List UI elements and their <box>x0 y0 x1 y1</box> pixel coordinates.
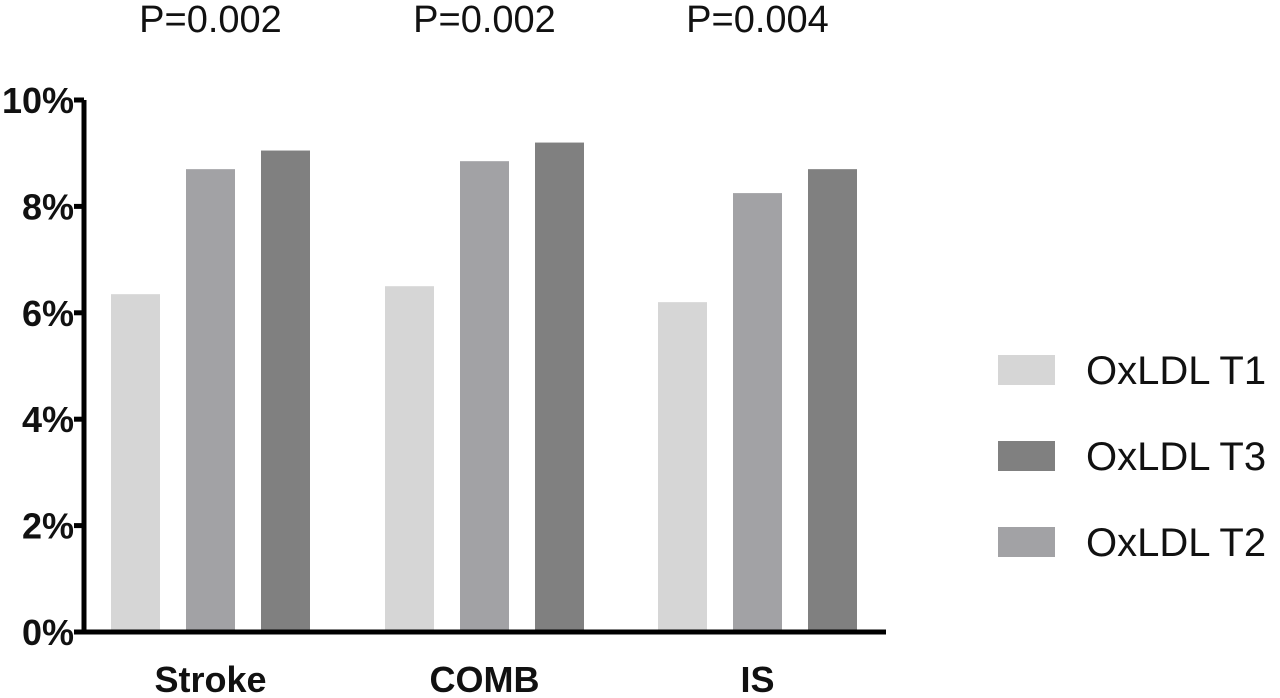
bar-comb-oxldl-t2 <box>460 161 509 632</box>
y-tick-label: 0% <box>22 612 74 653</box>
y-tick-label: 8% <box>22 186 74 227</box>
x-tick-label: Stroke <box>154 659 266 698</box>
legend: OxLDL T1 OxLDL T3 OxLDL T2 <box>998 349 1266 565</box>
bar-stroke-oxldl-t3 <box>261 150 310 633</box>
p-value-annotation: P=0.002 <box>139 0 282 41</box>
x-tick-label: IS <box>740 659 774 698</box>
bar-comb-oxldl-t3 <box>535 142 584 632</box>
legend-label: OxLDL T2 <box>1086 521 1266 565</box>
legend-label: OxLDL T3 <box>1086 435 1266 479</box>
x-axis: Stroke COMB IS <box>82 629 886 698</box>
bar-stroke-oxldl-t1 <box>111 294 160 632</box>
bars-group <box>111 142 857 633</box>
legend-swatch <box>998 441 1055 471</box>
bar-is-oxldl-t2 <box>733 193 782 632</box>
legend-swatch <box>998 355 1055 385</box>
y-axis: 0% 2% 4% 6% 8% 10% <box>2 80 87 653</box>
y-tick-label: 10% <box>2 80 74 121</box>
bar-stroke-oxldl-t2 <box>186 169 235 632</box>
y-tick-label: 6% <box>22 293 74 334</box>
legend-label: OxLDL T1 <box>1086 349 1266 393</box>
bar-is-oxldl-t1 <box>658 302 707 632</box>
bar-is-oxldl-t3 <box>808 169 857 632</box>
x-tick-label: COMB <box>430 659 540 698</box>
y-tick-label: 4% <box>22 399 74 440</box>
legend-swatch <box>998 527 1055 557</box>
p-value-annotation: P=0.002 <box>413 0 556 41</box>
p-value-annotation: P=0.004 <box>686 0 829 41</box>
bar-comb-oxldl-t1 <box>385 286 434 632</box>
y-tick-label: 2% <box>22 506 74 547</box>
p-value-annotations: P=0.002 P=0.002 P=0.004 <box>139 0 829 41</box>
